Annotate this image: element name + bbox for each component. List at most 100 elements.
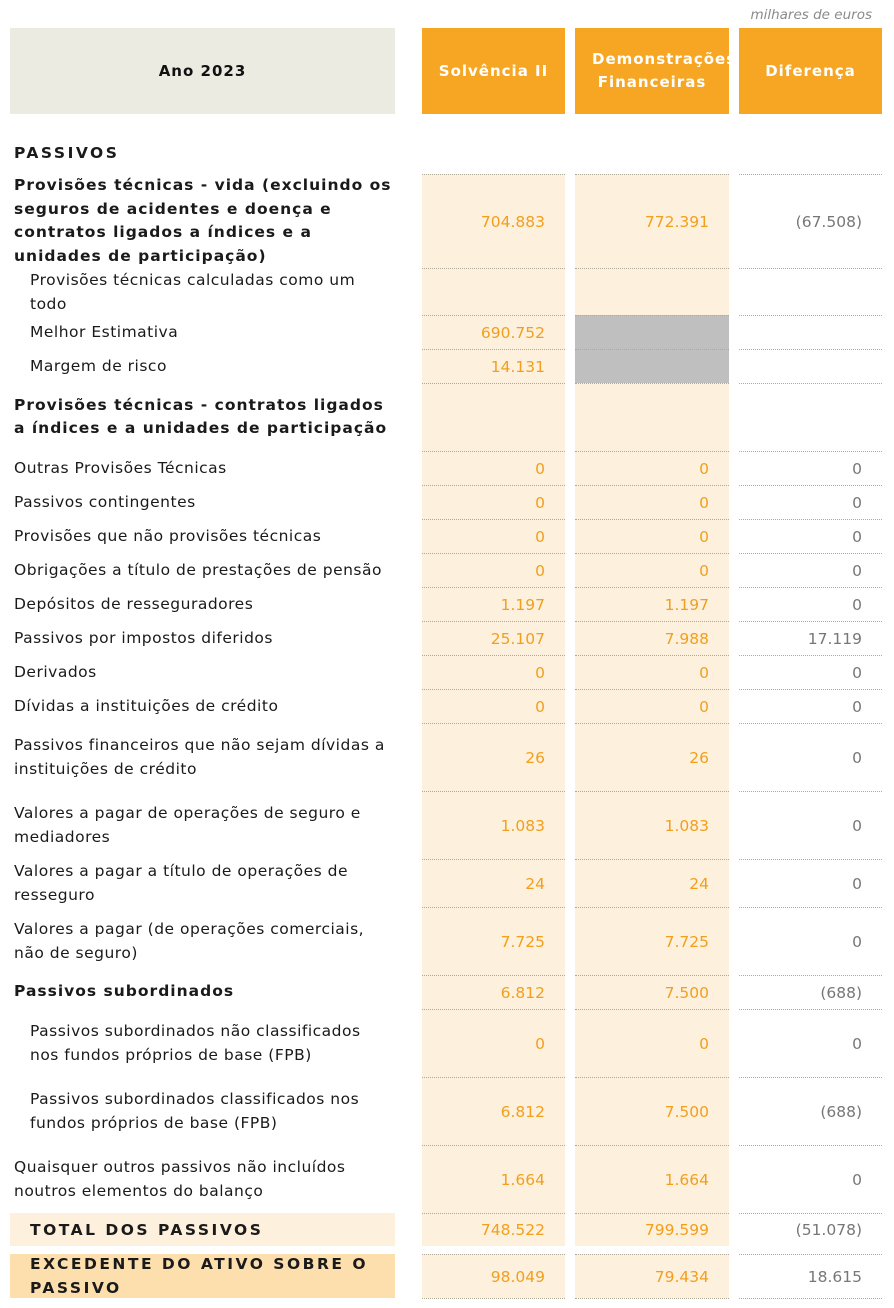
solvencia-value: 0 <box>422 451 565 485</box>
row-label: Provisões que não provisões técnicas <box>14 527 322 545</box>
solvencia-value <box>422 383 565 451</box>
demonstracoes-value <box>575 268 729 315</box>
table-row: Depósitos de resseguradores 1.197 1.197 0 <box>0 587 894 621</box>
row-highlight <box>10 1254 395 1298</box>
diferenca-value: 17.119 <box>739 621 882 655</box>
solvencia-value: 748.522 <box>422 1213 565 1246</box>
diferenca-value: 0 <box>739 553 882 587</box>
table-row: Passivos subordinados não classificados … <box>0 1009 894 1077</box>
header-year: Ano 2023 <box>10 28 395 114</box>
diferenca-value: 0 <box>739 519 882 553</box>
table-row: Derivados 0 0 0 <box>0 655 894 689</box>
row-label: Provisões técnicas calculadas como um to… <box>30 270 356 313</box>
solvencia-value: 1.664 <box>422 1145 565 1213</box>
solvencia-value: 0 <box>422 655 565 689</box>
header-year-label: Ano 2023 <box>158 61 247 80</box>
solvencia-value: 24 <box>422 859 565 907</box>
solvencia-value: 25.107 <box>422 621 565 655</box>
table-row: Obrigações a título de prestações de pen… <box>0 553 894 587</box>
row-label: Dívidas a instituições de crédito <box>14 697 279 715</box>
solvencia-value: 6.812 <box>422 1077 565 1145</box>
row-label: Provisões técnicas - vida (excluindo os … <box>14 176 392 265</box>
demonstracoes-value: 0 <box>575 451 729 485</box>
diferenca-value: (688) <box>739 975 882 1009</box>
demonstracoes-value: 799.599 <box>575 1213 729 1246</box>
table-row: Passivos subordinados classificados nos … <box>0 1077 894 1145</box>
unit-note: milhares de euros <box>750 7 872 23</box>
demonstracoes-value: 7.500 <box>575 1077 729 1145</box>
solvencia-value: 0 <box>422 689 565 723</box>
row-label: Passivos por impostos diferidos <box>14 629 273 647</box>
demonstracoes-value: 7.500 <box>575 975 729 1009</box>
diferenca-value: 0 <box>739 587 882 621</box>
solvencia-value: 1.197 <box>422 587 565 621</box>
solvencia-value: 98.049 <box>422 1254 565 1298</box>
table-row: TOTAL DOS PASSIVOS 748.522 799.599 (51.078) <box>0 1213 894 1246</box>
bottom-rule <box>422 1298 565 1299</box>
table-row: Melhor Estimativa 690.752 <box>0 315 894 349</box>
row-label: Obrigações a título de prestações de pen… <box>14 561 382 579</box>
row-label: EXCEDENTE DO ATIVO SOBRE O PASSIVO <box>30 1255 369 1297</box>
row-label: Melhor Estimativa <box>30 323 179 341</box>
solvencia-value: 7.725 <box>422 907 565 975</box>
row-label: Passivos financeiros que não sejam dívid… <box>14 736 385 778</box>
table-row: Passivos subordinados 6.812 7.500 (688) <box>0 975 894 1009</box>
table-row: Dívidas a instituições de crédito 0 0 0 <box>0 689 894 723</box>
diferenca-value: 0 <box>739 485 882 519</box>
solvencia-value: 14.131 <box>422 349 565 383</box>
solvencia-value: 1.083 <box>422 791 565 859</box>
row-label: Passivos contingentes <box>14 493 196 511</box>
demonstracoes-value: 1.197 <box>575 587 729 621</box>
demonstracoes-value: 1.664 <box>575 1145 729 1213</box>
row-label: Outras Provisões Técnicas <box>14 459 227 477</box>
table-row: Provisões técnicas calculadas como um to… <box>0 268 894 315</box>
demonstracoes-value: 7.988 <box>575 621 729 655</box>
table-row: Valores a pagar a título de operações de… <box>0 859 894 907</box>
solvencia-value: 26 <box>422 723 565 791</box>
diferenca-value: 0 <box>739 791 882 859</box>
diferenca-value: 0 <box>739 689 882 723</box>
row-highlight <box>10 1213 395 1246</box>
demonstracoes-value: 79.434 <box>575 1254 729 1298</box>
row-label: Valores a pagar a título de operações de… <box>14 862 349 904</box>
diferenca-value <box>739 349 882 383</box>
diferenca-value: 0 <box>739 655 882 689</box>
row-label: Derivados <box>14 663 97 681</box>
demonstracoes-value: 0 <box>575 485 729 519</box>
demonstracoes-value <box>575 349 729 383</box>
row-label: Valores a pagar (de operações comerciais… <box>14 920 365 962</box>
row-label: Passivos subordinados classificados nos … <box>30 1090 360 1132</box>
solvencia-value: 704.883 <box>422 174 565 268</box>
diferenca-value: (688) <box>739 1077 882 1145</box>
diferenca-value: (51.078) <box>739 1213 882 1246</box>
diferenca-value: 0 <box>739 1009 882 1077</box>
header-demonstracoes-label: Demonstrações Financeiras <box>592 50 737 91</box>
demonstracoes-value: 0 <box>575 689 729 723</box>
diferenca-value: 0 <box>739 1145 882 1213</box>
row-label: Depósitos de resseguradores <box>14 595 254 613</box>
table-row: Quaisquer outros passivos não incluídos … <box>0 1145 894 1213</box>
diferenca-value: 0 <box>739 859 882 907</box>
demonstracoes-value: 1.083 <box>575 791 729 859</box>
table-row: Valores a pagar (de operações comerciais… <box>0 907 894 975</box>
row-label: Valores a pagar de operações de seguro e… <box>14 804 361 846</box>
header-solvencia-label: Solvência II <box>438 61 549 80</box>
demonstracoes-value: 0 <box>575 1009 729 1077</box>
demonstracoes-value: 7.725 <box>575 907 729 975</box>
demonstracoes-value: 0 <box>575 655 729 689</box>
diferenca-value: 0 <box>739 907 882 975</box>
row-label: Margem de risco <box>30 357 167 375</box>
row-label: TOTAL DOS PASSIVOS <box>30 1220 264 1239</box>
header-diferenca-label: Diferença <box>765 61 856 80</box>
row-label: Passivos subordinados <box>14 982 235 1001</box>
table-row: EXCEDENTE DO ATIVO SOBRE O PASSIVO 98.049… <box>0 1254 894 1298</box>
table-row: Passivos por impostos diferidos 25.107 7.9… <box>0 621 894 655</box>
bottom-rule <box>575 1298 729 1299</box>
row-label: Provisões técnicas - contratos ligados a… <box>14 395 388 438</box>
demonstracoes-value <box>575 315 729 349</box>
solvencia-value: 0 <box>422 485 565 519</box>
diferenca-value <box>739 383 882 451</box>
diferenca-value <box>739 315 882 349</box>
diferenca-value: 0 <box>739 723 882 791</box>
demonstracoes-value: 0 <box>575 519 729 553</box>
